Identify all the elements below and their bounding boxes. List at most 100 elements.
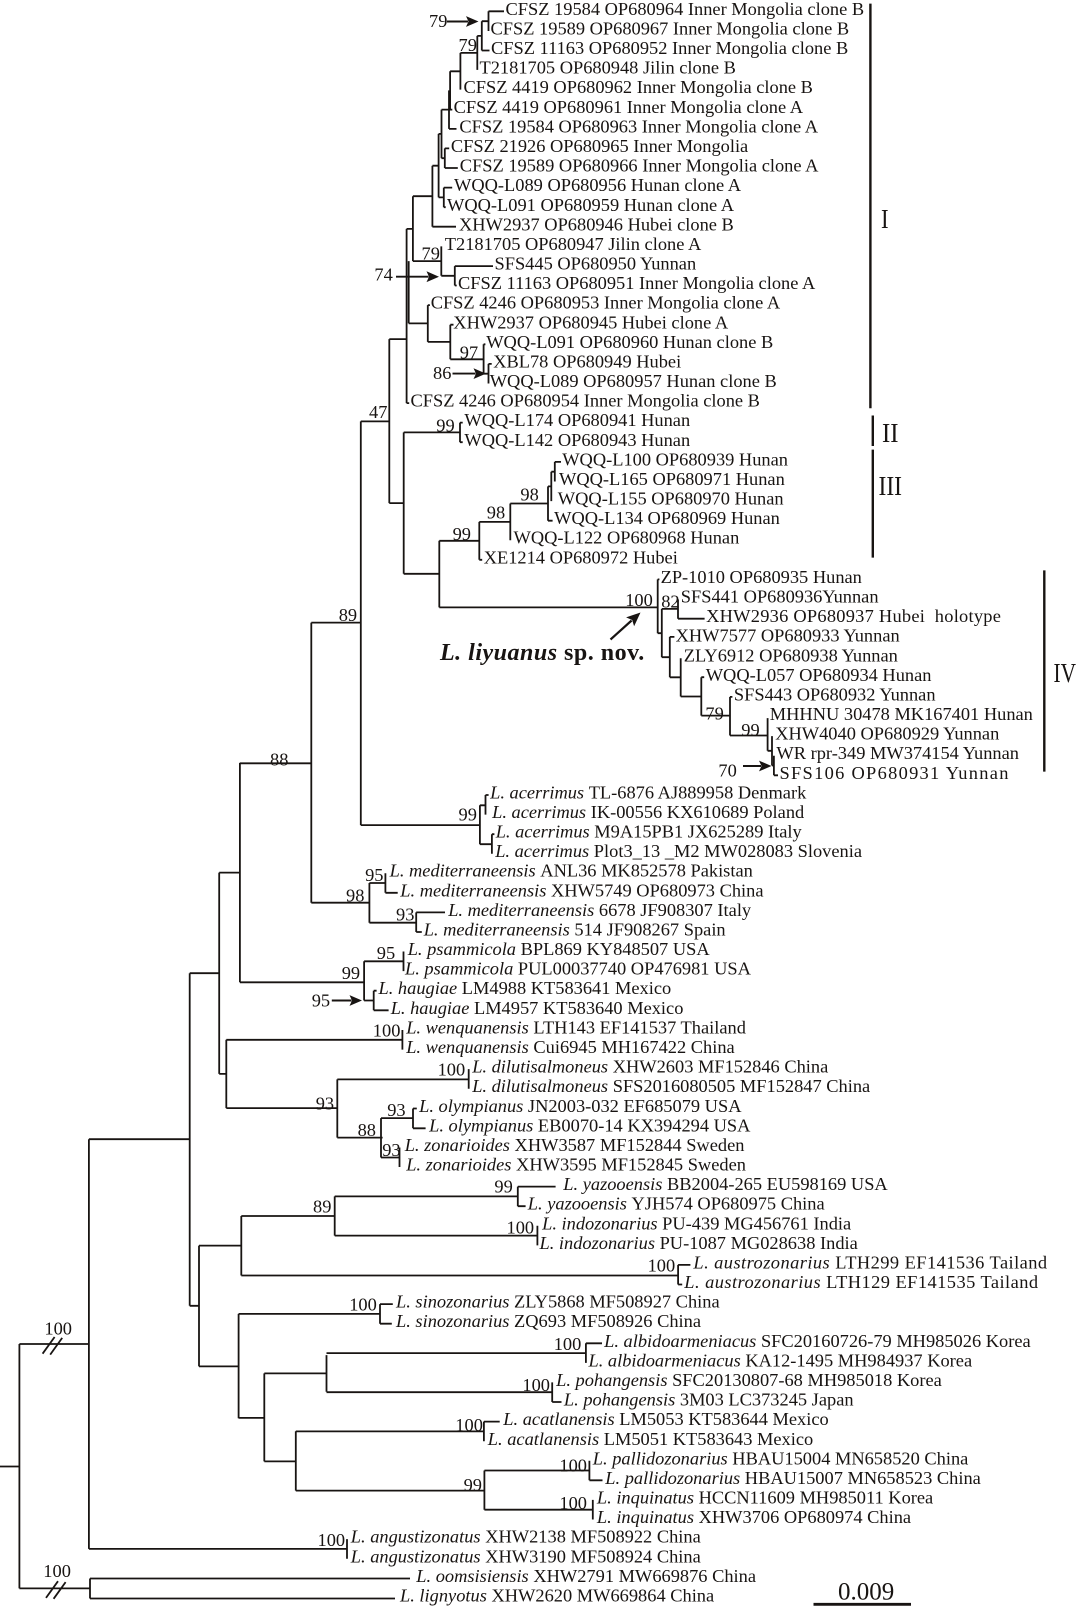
svg-text:XHW7577 OP680933 Yunnan: XHW7577 OP680933 Yunnan xyxy=(676,626,900,646)
svg-text:L. mediterraneensis 514 JF9082: L. mediterraneensis 514 JF908267 Spain xyxy=(423,920,726,940)
svg-text:WQQ-L134 OP680969 Hunan: WQQ-L134 OP680969 Hunan xyxy=(554,508,780,528)
svg-text:88: 88 xyxy=(358,1120,376,1140)
svg-text:95: 95 xyxy=(365,865,383,885)
svg-text:IV: IV xyxy=(1054,658,1077,688)
svg-text:WQQ-L142 OP680943 Hunan: WQQ-L142 OP680943 Hunan xyxy=(464,430,690,450)
svg-text:CFSZ 4419 OP680961 Inner Mongo: CFSZ 4419 OP680961 Inner Mongolia clone … xyxy=(454,97,804,117)
svg-text:L. olympianus JN2003-032 EF685: L. olympianus JN2003-032 EF685079 USA xyxy=(418,1096,742,1116)
svg-text:XHW2937 OP680946 Hubei clone B: XHW2937 OP680946 Hubei clone B xyxy=(459,214,734,234)
svg-text:79: 79 xyxy=(422,244,440,264)
svg-text:L. dilutisalmoneus SFS20160805: L. dilutisalmoneus SFS2016080505 MF15284… xyxy=(471,1076,870,1096)
svg-text:WR rpr-349 MW374154 Yunnan: WR rpr-349 MW374154 Yunnan xyxy=(776,743,1019,763)
svg-text:WQQ-L155 OP680970 Hunan: WQQ-L155 OP680970 Hunan xyxy=(558,489,784,509)
svg-text:XHW2936 OP680937 Hubei holoty: XHW2936 OP680937 Hubei holotype xyxy=(706,606,1001,626)
svg-text:L. zonarioides XHW3595 MF15284: L. zonarioides XHW3595 MF152845 Sweden xyxy=(405,1155,746,1175)
svg-text:CFSZ 21926 OP680965 Inner Mong: CFSZ 21926 OP680965 Inner Mongolia xyxy=(451,136,748,156)
svg-text:L. acerrimus TL-6876 AJ889958: L. acerrimus TL-6876 AJ889958 Denmark xyxy=(489,782,807,802)
svg-text:CFSZ 11163 OP680952 Inner Mong: CFSZ 11163 OP680952 Inner Mongolia clone… xyxy=(491,38,848,58)
svg-text:XHW4040 OP680929 Yunnan: XHW4040 OP680929 Yunnan xyxy=(775,724,999,744)
svg-text:L. sinozonarius ZLY5868 MF5089: L. sinozonarius ZLY5868 MF508927 China xyxy=(395,1292,720,1312)
svg-text:98: 98 xyxy=(520,485,538,505)
svg-text:XBL78 OP680949 Hubei: XBL78 OP680949 Hubei xyxy=(493,352,681,372)
svg-text:88: 88 xyxy=(270,750,288,770)
svg-text:99: 99 xyxy=(436,416,454,436)
svg-text:100: 100 xyxy=(349,1295,377,1315)
svg-text:95: 95 xyxy=(377,943,395,963)
svg-text:99: 99 xyxy=(453,524,471,544)
svg-text:CFSZ 19584 OP680963 Inner Mong: CFSZ 19584 OP680963 Inner Mongolia clone… xyxy=(459,116,818,136)
svg-text:93: 93 xyxy=(396,905,414,925)
svg-text:L. inquinatus XHW3706 OP680974: L. inquinatus XHW3706 OP680974 China xyxy=(596,1507,911,1527)
svg-text:ZP-1010 OP680935 Hunan: ZP-1010 OP680935 Hunan xyxy=(661,567,862,587)
svg-text:L. angustizonatus XHW3190 MF50: L. angustizonatus XHW3190 MF508924 China xyxy=(350,1546,701,1566)
svg-text:I: I xyxy=(881,204,889,234)
svg-text:79: 79 xyxy=(429,11,447,31)
svg-text:L. mediterraneensis XHW5749 OP: L. mediterraneensis XHW5749 OP680973 Chi… xyxy=(399,880,763,900)
svg-text:II: II xyxy=(882,418,899,448)
svg-text:WQQ-L089 OP680956 Hunan clone: WQQ-L089 OP680956 Hunan clone A xyxy=(454,175,742,195)
svg-text:89: 89 xyxy=(313,1197,331,1217)
svg-text:L. indozonarius PU-1087 MG0286: L. indozonarius PU-1087 MG028638 India xyxy=(539,1233,858,1253)
svg-text:WQQ-L165 OP680971 Hunan: WQQ-L165 OP680971 Hunan xyxy=(559,469,785,489)
svg-text:L. mediterraneensis 6678 JF908: L. mediterraneensis 6678 JF908307 Italy xyxy=(447,900,752,920)
svg-text:100: 100 xyxy=(625,590,653,610)
svg-text:L. zonarioides XHW3587 MF15284: L. zonarioides XHW3587 MF152844 Sweden xyxy=(404,1135,745,1155)
svg-text:L. pallidozonarius HBAU15007 M: L. pallidozonarius HBAU15007 MN658523 Ch… xyxy=(604,1468,981,1488)
svg-text:L. inquinatus HCCN11609 MH9850: L. inquinatus HCCN11609 MH985011 Korea xyxy=(596,1488,933,1508)
svg-text:82: 82 xyxy=(661,592,679,612)
svg-text:L. mediterraneensis ANL36 MK85: L. mediterraneensis ANL36 MK852578 Pakis… xyxy=(389,861,753,881)
svg-text:97: 97 xyxy=(460,343,478,363)
svg-text:T2181705 OP680948 Jilin clone: T2181705 OP680948 Jilin clone B xyxy=(480,58,736,78)
svg-text:L. dilutisalmoneus XHW2603 MF1: L. dilutisalmoneus XHW2603 MF152846 Chin… xyxy=(471,1057,828,1077)
svg-text:0.009: 0.009 xyxy=(838,1579,894,1606)
svg-text:100: 100 xyxy=(554,1334,582,1354)
svg-text:70: 70 xyxy=(718,761,736,781)
svg-text:CFSZ 4246 OP680954 Inner Mongo: CFSZ 4246 OP680954 Inner Mongolia clone … xyxy=(411,391,760,411)
svg-text:47: 47 xyxy=(369,402,387,422)
svg-text:93: 93 xyxy=(387,1100,405,1120)
svg-text:L. austrozonarius LTH299 EF141: L. austrozonarius LTH299 EF141536 Tailan… xyxy=(692,1253,1047,1273)
svg-text:WQQ-L089 OP680957 Hunan clone: WQQ-L089 OP680957 Hunan clone B xyxy=(490,371,777,391)
svg-text:WQQ-L091 OP680960 Hunan clone: WQQ-L091 OP680960 Hunan clone B xyxy=(486,332,773,352)
svg-text:L. acerrimus Plot3_13 _M2 MW02: L. acerrimus Plot3_13 _M2 MW028083 Slove… xyxy=(494,841,862,861)
svg-text:L. albidoarmeniacus SFC2016072: L. albidoarmeniacus SFC20160726-79 MH985… xyxy=(603,1331,1031,1351)
svg-text:98: 98 xyxy=(487,503,505,523)
svg-text:L. pohangensis 3M03 LC373245 J: L. pohangensis 3M03 LC373245 Japan xyxy=(563,1390,854,1410)
svg-text:95: 95 xyxy=(312,991,330,1011)
svg-text:WQQ-L091 OP680959 Hunan clone: WQQ-L091 OP680959 Hunan clone A xyxy=(447,195,735,215)
svg-text:WQQ-L122 OP680968 Hunan: WQQ-L122 OP680968 Hunan xyxy=(514,528,740,548)
svg-text:L. yazooensis YJH574 OP680975: L. yazooensis YJH574 OP680975 China xyxy=(527,1194,825,1214)
svg-text:L. lignyotus XHW2620 MW669864: L. lignyotus XHW2620 MW669864 China xyxy=(399,1585,714,1605)
svg-text:L. acatlanensis LM5053 KT58364: L. acatlanensis LM5053 KT583644 Mexico xyxy=(502,1409,828,1429)
svg-text:T2181705 OP680947 Jilin clone: T2181705 OP680947 Jilin clone A xyxy=(445,234,702,254)
svg-text:100: 100 xyxy=(438,1060,466,1080)
svg-text:L. pohangensis SFC20130807-68: L. pohangensis SFC20130807-68 MH985018 K… xyxy=(555,1370,942,1390)
svg-text:89: 89 xyxy=(339,605,357,625)
svg-text:100: 100 xyxy=(43,1561,71,1581)
svg-text:100: 100 xyxy=(318,1530,346,1550)
svg-text:WQQ-L057 OP680934 Hunan: WQQ-L057 OP680934 Hunan xyxy=(706,665,932,685)
svg-text:99: 99 xyxy=(464,1475,482,1495)
svg-text:L. psammicola PUL00037740 OP47: L. psammicola PUL00037740 OP476981 USA xyxy=(404,959,752,979)
svg-text:79: 79 xyxy=(459,35,477,55)
svg-text:L. oomsisiensis XHW2791 MW6698: L. oomsisiensis XHW2791 MW669876 China xyxy=(415,1566,756,1586)
svg-text:93: 93 xyxy=(316,1094,334,1114)
svg-text:MHHNU 30478 MK167401 Hunan: MHHNU 30478 MK167401 Hunan xyxy=(770,704,1033,724)
svg-text:L. pallidozonarius HBAU15004 M: L. pallidozonarius HBAU15004 MN658520 Ch… xyxy=(592,1448,969,1468)
svg-text:III: III xyxy=(879,471,903,501)
svg-text:SFS441 OP680936Yunnan: SFS441 OP680936Yunnan xyxy=(681,587,879,607)
svg-text:SFS445 OP680950 Yunnan: SFS445 OP680950 Yunnan xyxy=(495,254,697,274)
svg-text:99: 99 xyxy=(494,1177,512,1197)
svg-text:100: 100 xyxy=(559,1493,587,1513)
svg-text:L. indozonarius PU-439 MG45676: L. indozonarius PU-439 MG456761 India xyxy=(541,1213,851,1233)
svg-text:100: 100 xyxy=(559,1456,587,1476)
svg-text:L. acatlanensis LM5051 KT58364: L. acatlanensis LM5051 KT583643 Mexico xyxy=(487,1429,813,1449)
svg-text:CFSZ 4246 OP680953 Inner Mongo: CFSZ 4246 OP680953 Inner Mongolia clone … xyxy=(431,293,781,313)
svg-text:L. liyuanus sp. nov.: L. liyuanus sp. nov. xyxy=(439,640,645,666)
svg-text:L. austrozonarius LTH129 EF141: L. austrozonarius LTH129 EF141535 Tailan… xyxy=(683,1272,1038,1292)
svg-text:L. haugiae LM4988 KT583641 Mex: L. haugiae LM4988 KT583641 Mexico xyxy=(378,978,672,998)
svg-text:100: 100 xyxy=(507,1218,535,1238)
svg-text:L. olympianus EB0070-14 KX3942: L. olympianus EB0070-14 KX394294 USA xyxy=(428,1115,751,1135)
svg-text:86: 86 xyxy=(433,363,451,383)
svg-text:WQQ-L174 OP680941 Hunan: WQQ-L174 OP680941 Hunan xyxy=(464,410,690,430)
